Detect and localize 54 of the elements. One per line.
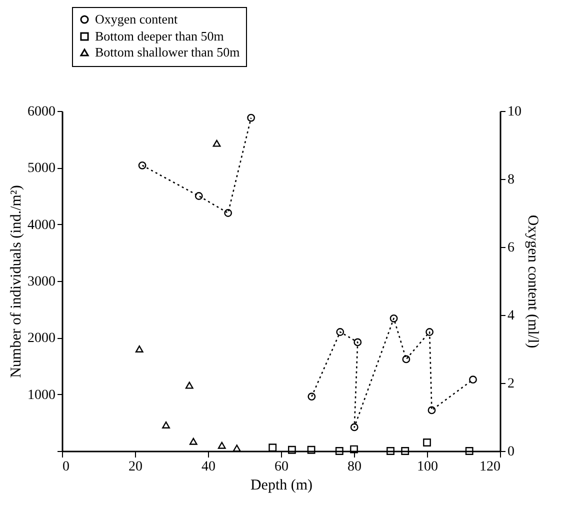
point xyxy=(189,438,198,445)
y-tick-label: 3000 xyxy=(28,274,56,290)
y2-tick-label: 4 xyxy=(508,308,514,324)
point xyxy=(465,447,474,455)
x-tick-label: 0 xyxy=(62,460,70,474)
y-tick-label: 5000 xyxy=(28,161,56,176)
point xyxy=(350,445,358,454)
point xyxy=(428,406,436,414)
y-axis-title: Number of individuals (ind./m²) xyxy=(8,185,24,378)
point xyxy=(218,442,226,449)
y2-tick-label: 2 xyxy=(508,376,514,392)
legend-label: Bottom deeper than 50m xyxy=(95,28,224,44)
y2-tick-label: 6 xyxy=(508,240,514,256)
point xyxy=(268,444,277,452)
point xyxy=(423,438,431,446)
x-axis-title: Depth (m) xyxy=(250,478,313,494)
point xyxy=(401,447,410,455)
point xyxy=(288,446,296,454)
point xyxy=(135,345,144,353)
point xyxy=(162,421,170,428)
y-tick-label: 4000 xyxy=(28,218,56,233)
point xyxy=(185,382,194,389)
point xyxy=(354,338,362,346)
y2-axis-title: Oxygen content (ml/l) xyxy=(524,214,540,348)
point xyxy=(308,392,316,401)
point xyxy=(350,423,358,432)
legend-label: Bottom shallower than 50m xyxy=(95,44,240,60)
x-tick-label: 20 xyxy=(128,460,142,474)
point xyxy=(224,209,232,217)
point xyxy=(212,140,221,147)
point xyxy=(194,192,203,200)
y2-tick-label: 10 xyxy=(508,104,522,120)
x-tick-label: 60 xyxy=(274,460,288,474)
point xyxy=(390,314,398,322)
y2-tick-label: 0 xyxy=(508,444,514,460)
point xyxy=(426,328,434,336)
point xyxy=(402,355,410,364)
point xyxy=(247,114,256,122)
point xyxy=(307,446,316,454)
y-tick-label: 6000 xyxy=(28,104,56,120)
point xyxy=(386,447,394,455)
x-tick-label: 120 xyxy=(480,460,500,474)
point xyxy=(336,328,344,336)
y-tick-label: 1000 xyxy=(28,388,56,403)
x-tick-label: 80 xyxy=(348,460,362,474)
x-tick-label: 100 xyxy=(417,460,438,474)
point xyxy=(469,376,477,384)
y-tick-label: 2000 xyxy=(28,331,56,346)
point xyxy=(335,447,344,455)
x-tick-label: 40 xyxy=(202,460,216,474)
y2-tick-label: 8 xyxy=(508,172,514,188)
legend-label: Oxygen content xyxy=(95,12,178,26)
point xyxy=(138,161,146,170)
point xyxy=(232,444,241,452)
